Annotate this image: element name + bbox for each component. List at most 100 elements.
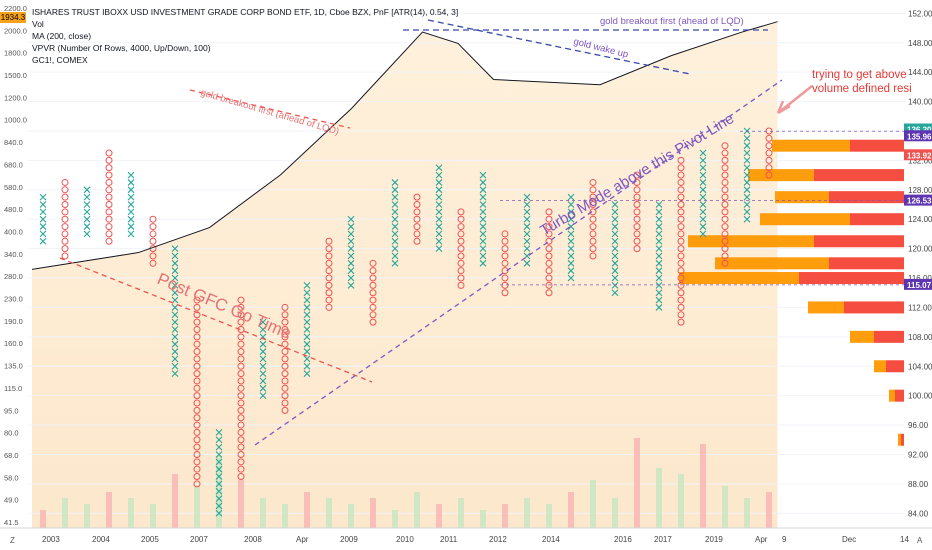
volume-bar [568, 492, 574, 528]
pnf-x-box [611, 230, 619, 238]
legend-ma[interactable]: MA (200, close) [32, 31, 92, 41]
volume-bars [40, 438, 772, 528]
pnf-x-box [127, 230, 135, 238]
volume-bar [414, 492, 420, 528]
pnf-x-box [347, 252, 355, 260]
pnf-o-box [325, 296, 333, 304]
pnf-x-box [347, 223, 355, 230]
pnf-o-box [369, 311, 377, 319]
pnf-x-box [303, 296, 311, 304]
left-axis-tick: 68.0 [4, 451, 19, 460]
pnf-o-box [677, 171, 685, 179]
left-axis-tick: 80.0 [4, 429, 19, 438]
pnf-o-box [545, 274, 553, 282]
pnf-o-box [237, 443, 245, 451]
legend-vol[interactable]: Vol [32, 19, 44, 29]
volume-bar [458, 498, 464, 528]
pnf-o-box [457, 267, 465, 275]
pnf-o-box [193, 480, 201, 488]
pnf-o-box [413, 215, 421, 223]
price-label: 135.96 [907, 132, 932, 141]
pnf-o-box [237, 421, 245, 429]
pnf-o-box [237, 384, 245, 392]
pnf-o-box [149, 259, 157, 267]
pnf-x-box [655, 274, 663, 282]
pnf-x-box [611, 259, 619, 267]
pnf-x-box [171, 318, 179, 326]
zoom-button[interactable]: Z [10, 536, 15, 545]
legend-gold[interactable]: GC1!, COMEX [32, 55, 88, 65]
pnf-x-box [435, 171, 443, 179]
pnf-x-box [479, 193, 487, 201]
pnf-x-box [127, 223, 135, 230]
pnf-x-box [127, 215, 135, 223]
pnf-o-box [237, 355, 245, 363]
volume-bar [172, 474, 178, 528]
pnf-x-box [567, 201, 575, 208]
pnf-o-box [721, 237, 729, 245]
pnf-o-box [413, 208, 421, 216]
pnf-o-box [193, 473, 201, 481]
pnf-x-box [435, 230, 443, 238]
pnf-o-box [325, 267, 333, 275]
price-label: 136.20 [907, 126, 932, 135]
pnf-x-box [523, 223, 531, 230]
pnf-x-box [743, 179, 751, 186]
x-axis-tick: 2014 [542, 535, 560, 544]
left-axis-tick: 2200.0 [4, 4, 27, 13]
x-axis-tick: 2010 [396, 535, 414, 544]
x-axis-tick: Dec [842, 535, 856, 544]
price-label-bg [904, 194, 932, 206]
pnf-x-box [699, 223, 707, 230]
pnf-o-box [281, 325, 289, 333]
volume-bar [128, 498, 134, 528]
pnf-x-box [567, 237, 575, 245]
pnf-o-box [457, 208, 465, 216]
pnf-o-box [193, 333, 201, 341]
pnf-o-box [545, 245, 553, 253]
pnf-x-box [127, 193, 135, 201]
pnf-x-box [215, 436, 223, 444]
pnf-x-box [479, 259, 487, 267]
pnf-x-box [655, 296, 663, 304]
pnf-x-box [391, 252, 399, 260]
pnf-x-box [435, 208, 443, 216]
pnf-o-box [545, 267, 553, 275]
pnf-o-box [193, 399, 201, 407]
x-axis-tick: 2008 [244, 535, 262, 544]
pnf-x-box [347, 230, 355, 238]
pnf-x-box [743, 215, 751, 223]
pnf-o-box [105, 149, 113, 157]
pnf-o-box [457, 259, 465, 267]
pnf-o-box [281, 384, 289, 392]
annotation-resistance-line2: volume defined resi [812, 83, 912, 95]
pnf-o-box [633, 237, 641, 245]
pnf-o-box [237, 377, 245, 385]
pnf-o-box [193, 355, 201, 363]
pnf-o-box [193, 296, 201, 304]
pnf-x-box [303, 318, 311, 326]
pnf-o-box [237, 473, 245, 481]
pnf-o-box [237, 296, 245, 304]
legend-vpvr[interactable]: VPVR (Number Of Rows, 4000, Up/Down, 100… [32, 43, 211, 53]
pnf-x-box [259, 318, 267, 326]
pnf-x-box [655, 259, 663, 267]
pnf-o-box [325, 289, 333, 297]
x-axis-tick: Apr [755, 535, 768, 544]
legend-title[interactable]: ISHARES TRUST IBOXX USD INVESTMENT GRADE… [32, 7, 459, 17]
left-axis-tick: 115.0 [4, 384, 22, 393]
auto-scale-button[interactable]: A [917, 536, 923, 545]
pnf-x-box [699, 215, 707, 223]
pnf-columns [39, 127, 773, 517]
pnf-o-box [413, 193, 421, 201]
pnf-x-box [171, 267, 179, 275]
price-label-bg [904, 149, 932, 161]
right-axis-tick: 128.00 [908, 186, 932, 195]
pnf-o-box [105, 186, 113, 194]
vpvr-up-bar [688, 235, 814, 248]
pnf-x-box [523, 259, 531, 267]
right-axis-tick: 104.00 [908, 362, 932, 371]
price-label: 115.07 [907, 281, 932, 290]
x-axis-tick: 2012 [489, 535, 507, 544]
pnf-o-box [237, 325, 245, 333]
